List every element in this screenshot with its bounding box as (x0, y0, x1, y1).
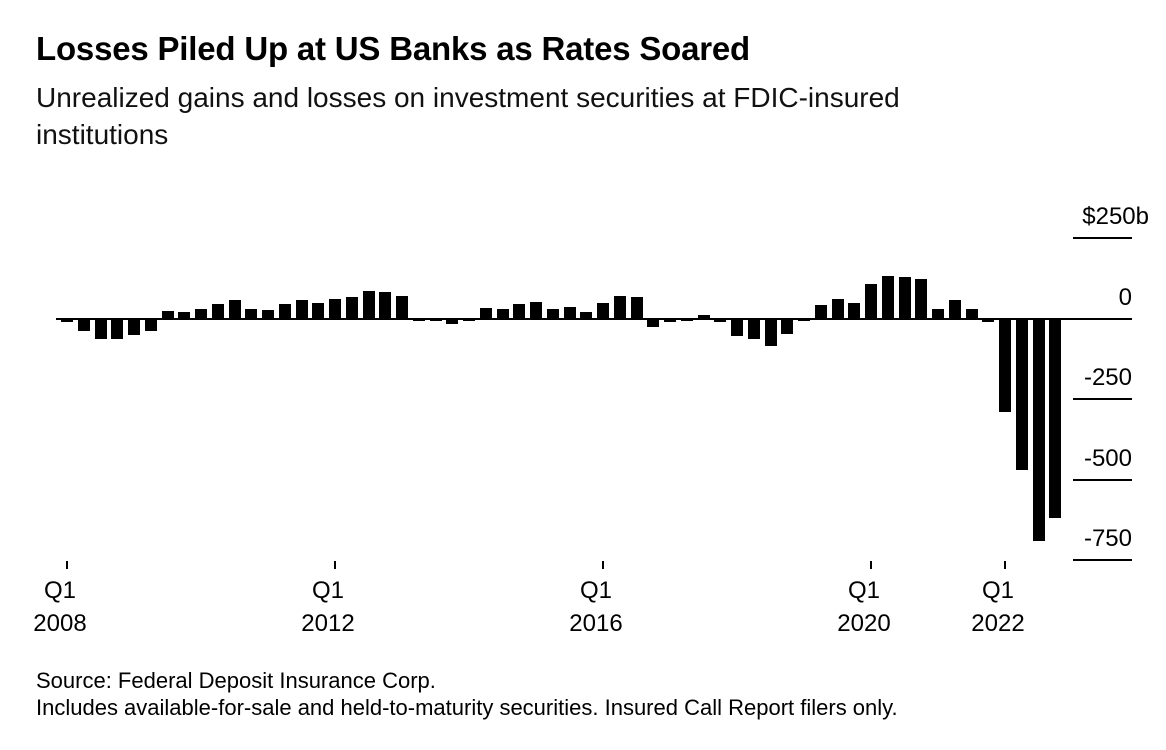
bar (295, 300, 308, 319)
bar (128, 318, 140, 336)
bar (865, 283, 877, 319)
bar (597, 302, 609, 319)
chart-subtitle-line2: institutions (36, 119, 169, 150)
chart-subtitle: Unrealized gains and losses on investmen… (36, 79, 900, 153)
bar (429, 318, 442, 322)
bar (580, 312, 593, 319)
chart-footer: Source: Federal Deposit Insurance Corp. I… (36, 668, 898, 721)
bar (613, 295, 626, 319)
bar (161, 311, 174, 319)
bar (111, 318, 124, 340)
bar (898, 276, 911, 319)
zero-baseline (56, 317, 1132, 320)
x-axis-tick (1004, 561, 1006, 569)
bar (61, 318, 73, 323)
bar (1032, 318, 1045, 541)
source-line: Source: Federal Deposit Insurance Corp. (36, 668, 436, 693)
bar (211, 303, 224, 319)
x-axis-label: Q1 2022 (971, 577, 1025, 637)
bar (195, 309, 207, 319)
y-axis-label: -750 (1083, 525, 1132, 552)
bar (446, 318, 459, 324)
bar (262, 310, 274, 319)
bar (881, 275, 894, 319)
bar (245, 309, 258, 319)
bar (982, 318, 995, 323)
bar (747, 318, 760, 340)
bar (362, 290, 375, 319)
bar (278, 303, 291, 319)
bar (513, 303, 526, 319)
bar (379, 291, 392, 319)
bar (831, 298, 844, 319)
bar (965, 308, 978, 319)
y-axis-label: $250b (1082, 203, 1149, 230)
x-axis-label: Q1 2016 (569, 577, 623, 637)
bar (814, 304, 827, 319)
bar (228, 299, 241, 319)
bar (563, 306, 576, 319)
bar (848, 302, 861, 319)
y-axis-label: -250 (1083, 364, 1132, 391)
bar (546, 308, 559, 319)
bar (731, 318, 743, 337)
y-gridline (1073, 559, 1132, 561)
bar (396, 295, 408, 319)
x-axis-tick (870, 561, 872, 569)
chart-title: Losses Piled Up at US Banks as Rates Soa… (36, 30, 751, 67)
bar (932, 308, 944, 319)
bar (312, 303, 325, 319)
bar (948, 299, 961, 319)
y-gridline (1073, 398, 1132, 400)
bar (647, 318, 660, 327)
bar (697, 314, 710, 319)
bar (798, 318, 810, 322)
x-axis-tick (602, 561, 604, 569)
bar (664, 318, 676, 323)
bar (714, 318, 727, 323)
bar (496, 309, 509, 319)
bar (94, 318, 107, 340)
bar (144, 318, 157, 332)
y-gridline (1073, 237, 1132, 239)
bar (1049, 318, 1062, 519)
x-axis-label: Q1 2012 (301, 577, 355, 637)
bar (463, 318, 475, 322)
bar (999, 318, 1011, 412)
bar (1015, 318, 1028, 470)
chart-subtitle-line1: Unrealized gains and losses on investmen… (36, 82, 900, 113)
bar (530, 301, 542, 319)
bar (479, 307, 492, 319)
x-axis-label: Q1 2020 (837, 577, 891, 637)
bar (781, 318, 794, 335)
bar (329, 298, 341, 319)
bar (915, 278, 928, 319)
bar (412, 318, 425, 322)
x-axis-tick (66, 561, 68, 569)
x-axis-tick (334, 561, 336, 569)
bar (77, 318, 90, 332)
bar (345, 296, 358, 319)
y-gridline (1073, 478, 1132, 481)
bar (178, 312, 191, 319)
x-axis-label: Q1 2008 (33, 577, 87, 637)
y-axis-label: -500 (1083, 444, 1132, 472)
note-line: Includes available-for-sale and held-to-… (36, 694, 898, 720)
y-axis-label: 0 (1118, 283, 1132, 311)
bar (630, 296, 643, 319)
bar (764, 318, 777, 347)
bar (680, 318, 693, 322)
